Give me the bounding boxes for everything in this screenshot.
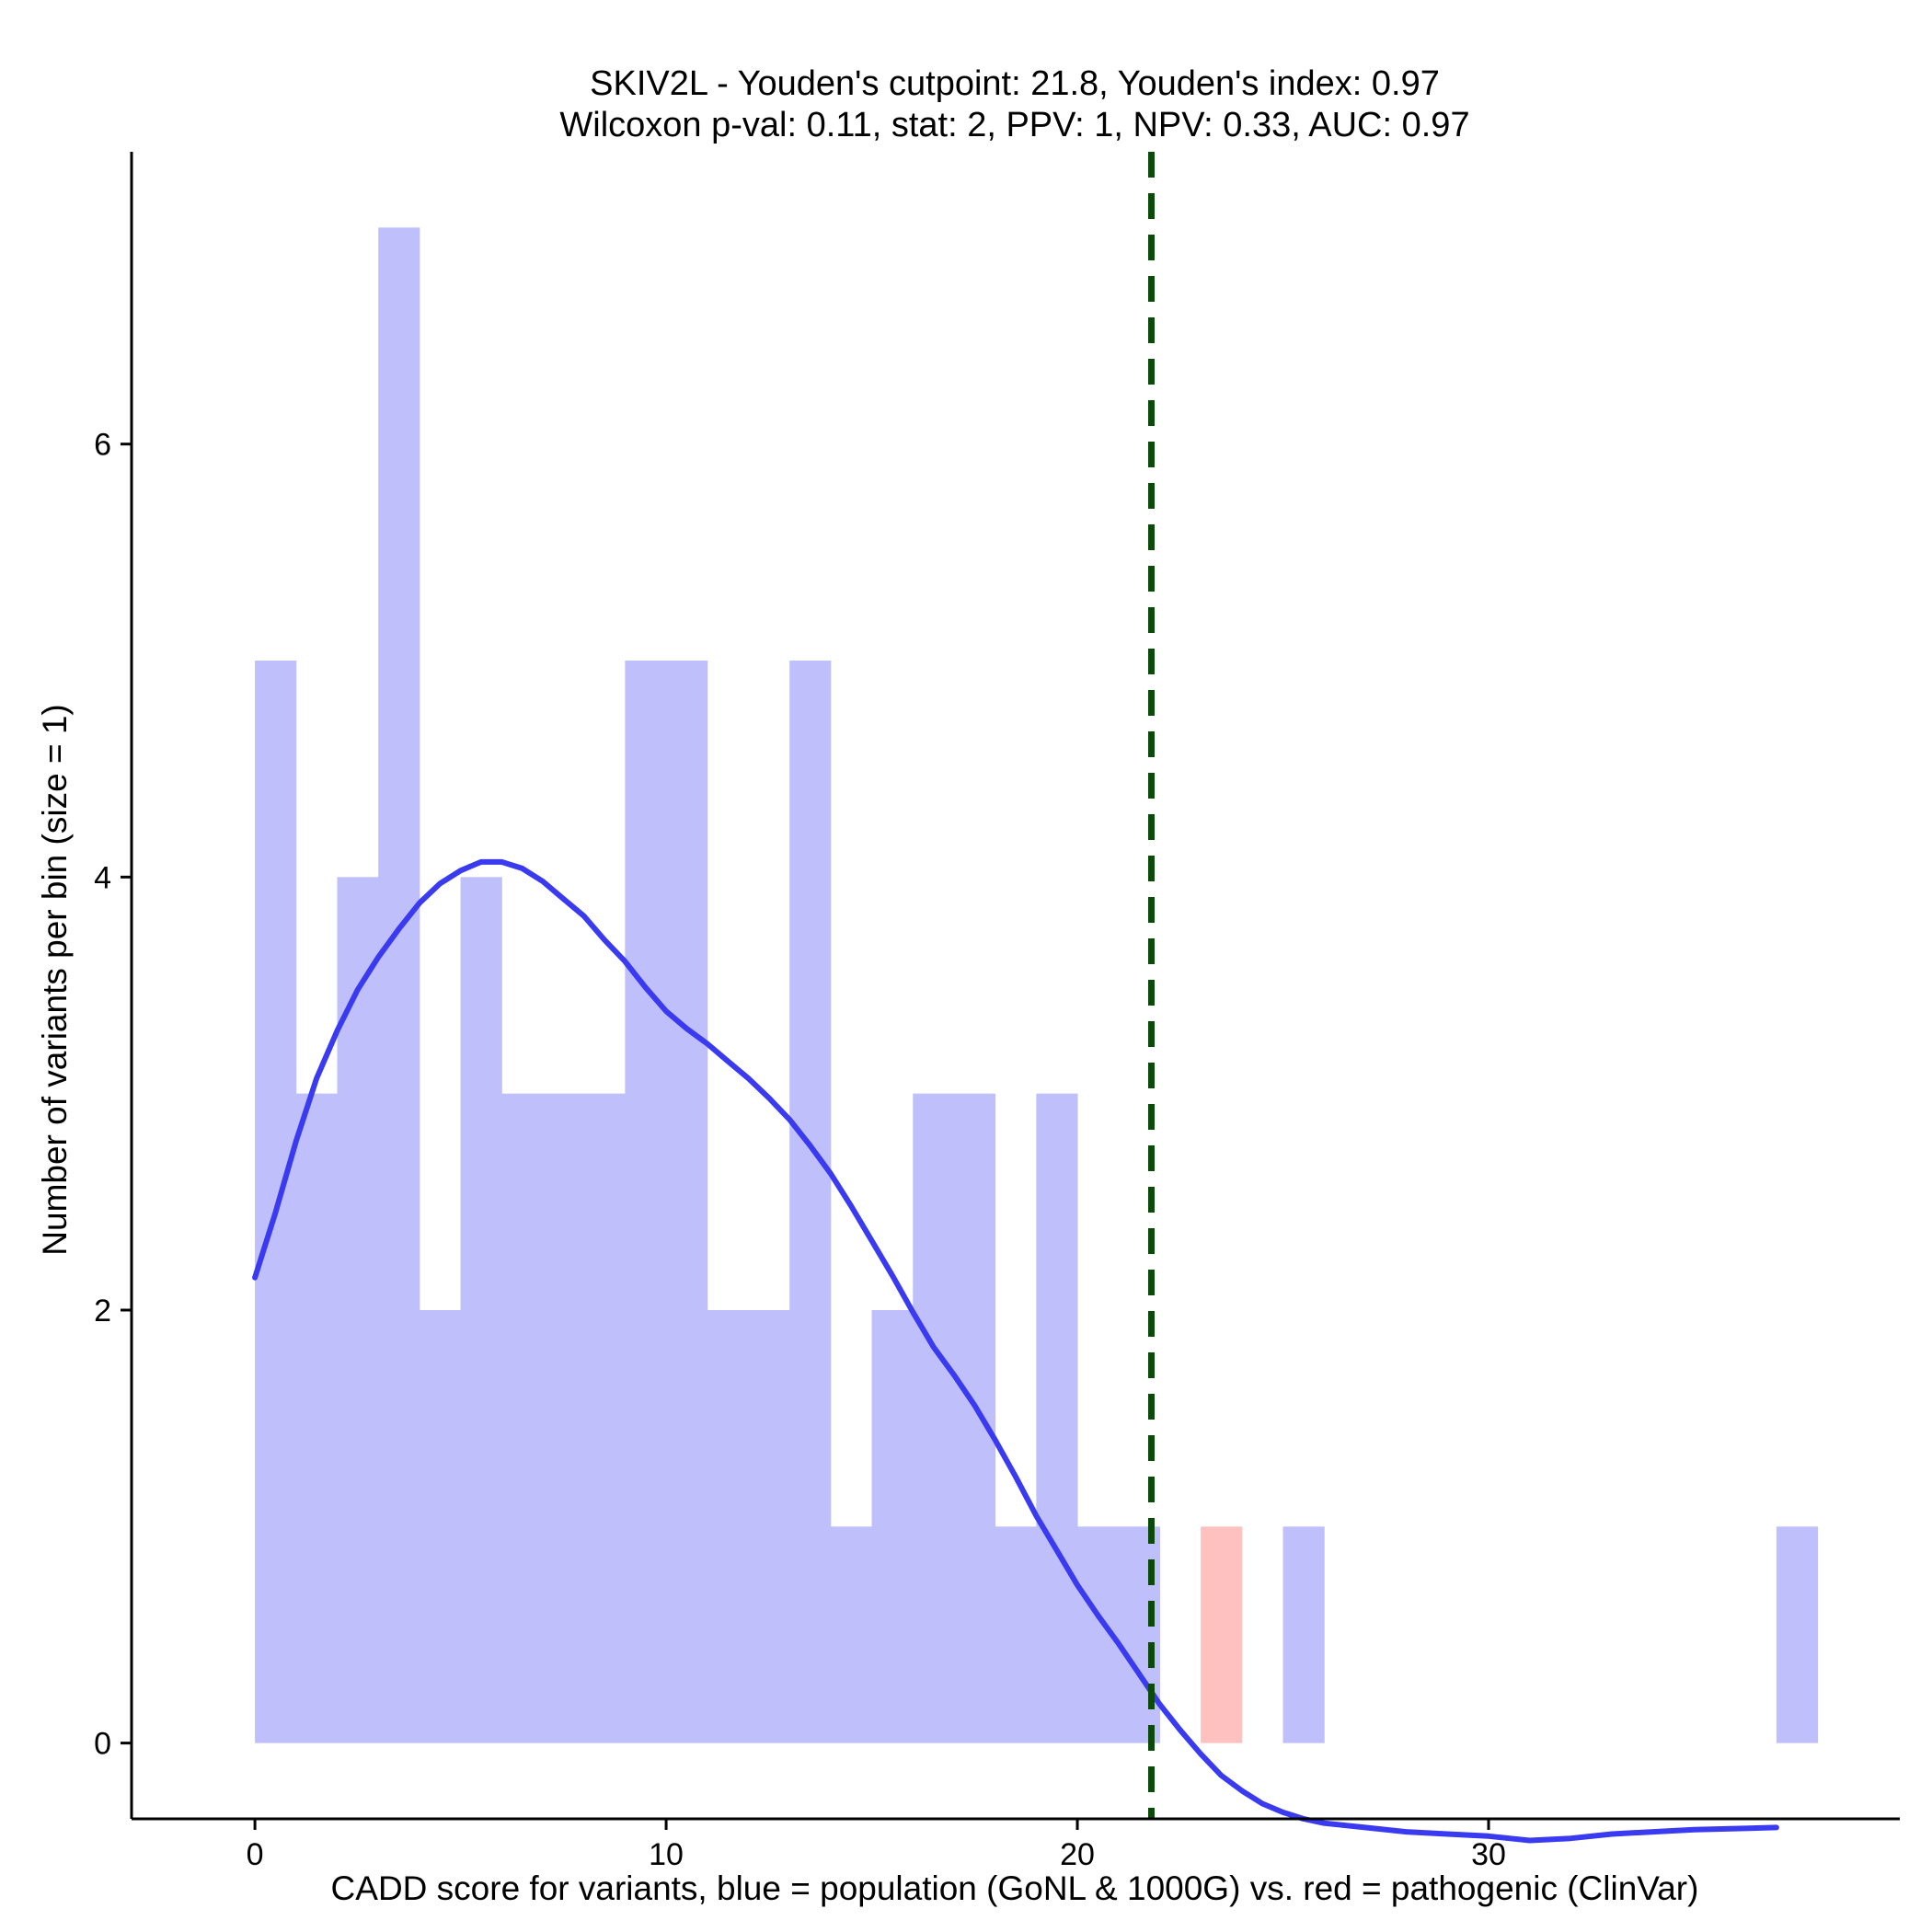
population-bar: [378, 227, 420, 1743]
x-axis-ticks: 0 10 20 30: [247, 1819, 1506, 1872]
population-bar: [707, 1309, 749, 1743]
x-tick-label: 20: [1060, 1837, 1095, 1872]
population-bar: [1282, 1526, 1325, 1743]
population-bar: [501, 1093, 544, 1743]
population-bar: [830, 1526, 873, 1743]
population-bar: [1036, 1093, 1078, 1743]
y-tick-label: 0: [94, 1727, 111, 1762]
x-axis-label: CADD score for variants, blue = populati…: [331, 1869, 1699, 1907]
x-tick-label: 0: [247, 1837, 264, 1872]
population-bar: [295, 1093, 338, 1743]
population-bar: [460, 877, 502, 1743]
population-bar: [748, 1309, 790, 1743]
population-bar: [871, 1309, 914, 1743]
population-bar: [583, 1093, 626, 1743]
population-bar: [337, 877, 379, 1743]
population-bar: [953, 1093, 996, 1743]
density-curve: [252, 858, 1779, 1844]
pathogenic-bar: [1201, 1526, 1243, 1743]
population-bar: [913, 1093, 955, 1743]
population-bar: [1776, 1526, 1819, 1743]
histogram-bars: [255, 227, 1819, 1743]
y-tick-label: 2: [94, 1294, 111, 1328]
population-bar: [419, 1309, 462, 1743]
population-bar: [789, 661, 832, 1743]
population-bar: [995, 1526, 1037, 1743]
y-axis-ticks: 0 2 4 6: [94, 428, 132, 1762]
y-axis-label: Number of variants per bin (size = 1): [36, 704, 74, 1255]
population-bar: [1118, 1526, 1160, 1743]
y-tick-label: 6: [94, 428, 111, 463]
population-bar: [542, 1093, 585, 1743]
population-bar: [666, 661, 708, 1743]
x-tick-label: 30: [1471, 1837, 1506, 1872]
x-tick-label: 10: [649, 1837, 684, 1872]
y-tick-label: 4: [94, 860, 111, 895]
chart-title-line-1: SKIV2L - Youden's cutpoint: 21.8, Youden…: [590, 64, 1440, 103]
chart-title-line-2: Wilcoxon p-val: 0.11, stat: 2, PPV: 1, N…: [559, 106, 1469, 144]
population-bar: [625, 661, 667, 1743]
